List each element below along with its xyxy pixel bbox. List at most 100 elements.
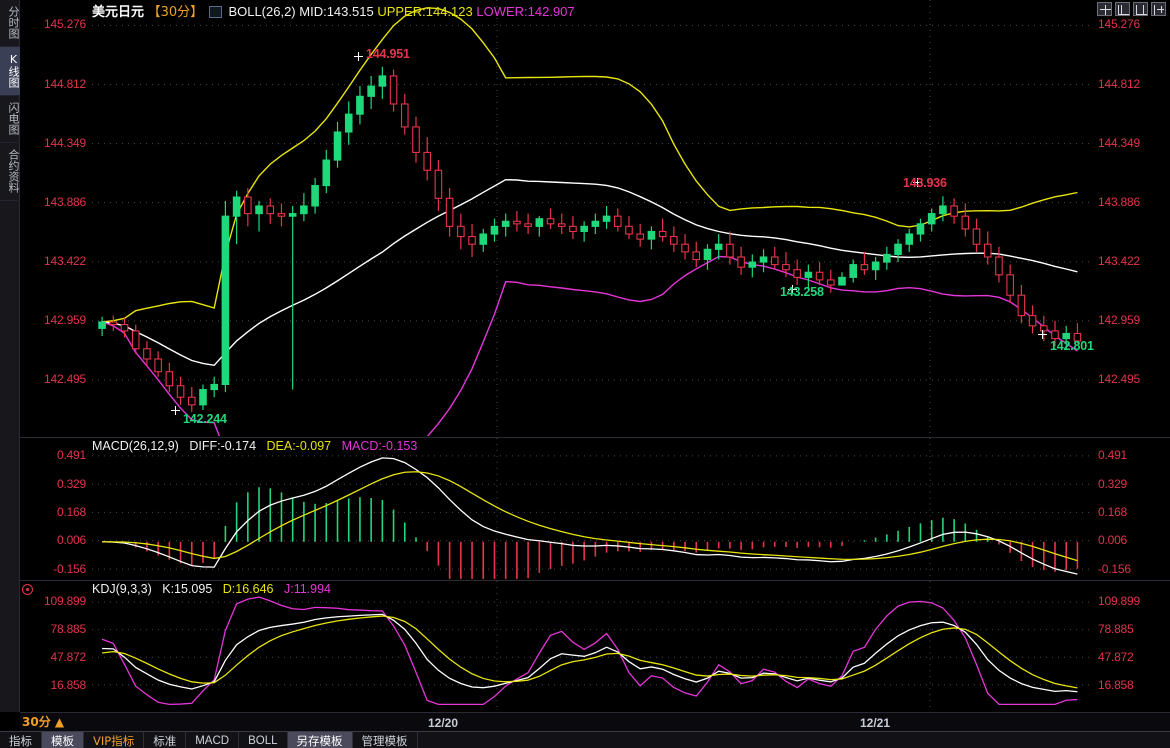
toolbar-manage-template[interactable]: 管理模板 [353,732,418,748]
toolbar-save-template[interactable]: 另存模板 [287,732,353,748]
candlestick [513,211,521,232]
axis-tick-left: 109.899 [44,594,86,609]
layout-four-pane-icon[interactable] [1097,2,1112,16]
candlestick [770,246,779,270]
sidebar-item-lightning-chart[interactable]: 闪电图 [0,96,20,143]
candlestick [950,198,958,224]
kdj-j-label: J:11.994 [283,582,332,596]
sidebar-item-kline-chart[interactable]: K线图 [0,47,20,96]
annotation-right-high: 143.936 [903,176,947,190]
candlestick [490,218,499,242]
chart-main-area: 美元日元 【30分】 BOLL(26,2) MID:143.515 UPPER:… [20,0,1170,712]
axis-tick-left: 0.168 [56,504,86,519]
macd-panel: MACD(26,12,9) DIFF:-0.174 DEA:-0.097 MAC… [20,437,1170,579]
candlestick [580,221,588,242]
candlestick [266,198,275,224]
annotation-high: 144.951 [366,47,410,61]
candlestick [961,203,970,237]
kdj-svg [92,581,1092,710]
toolbar-indicators[interactable]: 指标 [0,732,42,748]
candlestick [389,69,398,112]
sidebar-item-contract-info[interactable]: 合约资料 [0,143,20,201]
kdj-title-label: KDJ(9,3,3) [92,582,152,596]
candlestick [423,137,432,181]
candlestick [109,315,118,331]
toolbar-vip-indicators[interactable]: VIP指标 [84,732,145,748]
axis-tick-right: -0.156 [1098,562,1131,576]
candlestick [143,341,151,367]
candlestick [804,264,813,291]
candlestick [916,218,925,242]
axis-tick-left: -0.156 [53,562,86,576]
price-panel: 美元日元 【30分】 BOLL(26,2) MID:143.515 UPPER:… [20,0,1170,436]
axis-tick-left: 47.872 [50,649,86,664]
axis-tick-right: 145.276 [1098,17,1140,32]
axis-tick-left: 144.349 [44,135,86,150]
price-plot-area[interactable] [92,0,1092,436]
candlestick [894,239,902,263]
macd-title-label: MACD(26,12,9) [92,439,179,453]
layout-left-split-icon[interactable] [1115,2,1130,16]
candlestick [232,190,241,245]
candlestick [883,246,891,270]
candlestick [322,149,331,194]
axis-tick-right: 144.812 [1098,76,1140,91]
toolbar-macd[interactable]: MACD [186,732,240,748]
candlestick [434,160,443,212]
axis-tick-right: 16.858 [1098,677,1134,692]
candlestick [378,66,387,99]
axis-tick-left: 145.276 [44,17,86,32]
axis-tick-left: 144.812 [44,76,86,91]
toolbar-boll[interactable]: BOLL [239,732,288,748]
bottom-toolbar: 指标 模板 VIP指标 标准 MACD BOLL 另存模板 管理模板 [0,731,1170,748]
axis-tick-right: 144.349 [1098,135,1140,150]
boll-lower-label: LOWER:142.907 [476,4,575,19]
candlestick [1073,323,1082,344]
period-tag[interactable]: 30分 ▲ [22,715,65,729]
candlestick [479,228,488,252]
layout-detach-icon[interactable] [1151,2,1166,16]
candlestick [647,226,656,250]
candlestick [457,213,465,250]
candlestick [737,246,745,275]
sidebar-item-time-chart[interactable]: 分时图 [0,0,20,47]
axis-tick-left: 0.491 [56,448,86,462]
axis-tick-right: 143.422 [1098,253,1140,268]
boll-mid-label: MID:143.515 [299,4,374,19]
layout-right-split-icon[interactable] [1133,2,1148,16]
candlestick [412,116,420,163]
boll-upper-label: UPPER:144.123 [377,4,473,19]
axis-tick-left: 0.329 [56,476,86,491]
indicator-chart-icon[interactable] [208,6,222,18]
toolbar-standard[interactable]: 标准 [144,732,187,748]
candlestick [524,213,532,235]
candlestick [703,244,712,270]
candlestick [221,200,230,393]
candlestick [165,362,174,393]
axis-tick-left: 16.858 [50,677,86,692]
toolbar-templates[interactable]: 模板 [42,732,84,748]
candlestick [995,246,1003,283]
candlestick [826,269,835,293]
candlestick [860,251,869,275]
candlestick [277,203,286,227]
kdj-plot-area[interactable] [92,581,1092,710]
candlestick [613,208,622,232]
annotation-low: 142.244 [183,412,227,426]
candlestick [927,208,936,232]
candlestick [367,75,375,110]
annotation-right-low: 143.258 [780,285,824,299]
candlestick [748,254,757,278]
kdj-indicator-dot-icon[interactable] [22,584,33,595]
candlestick [591,213,600,235]
candlestick [569,216,577,240]
price-svg [92,0,1092,436]
candlestick [356,86,364,125]
candlestick [154,351,162,377]
candlestick [1017,285,1026,324]
candlestick [445,188,454,237]
axis-tick-left: 142.959 [44,312,86,327]
macd-plot-area[interactable] [92,438,1092,579]
axis-tick-right: 0.168 [1098,504,1128,519]
macd-dea-label: DEA:-0.097 [266,439,332,453]
